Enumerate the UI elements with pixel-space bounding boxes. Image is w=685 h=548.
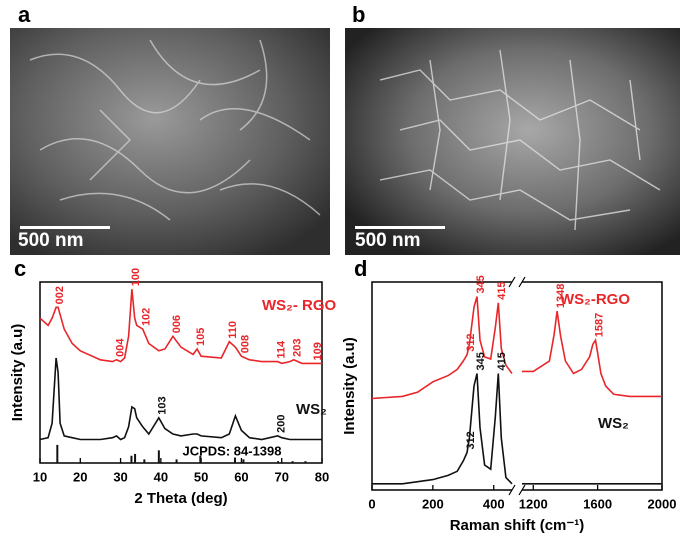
series-line [372,373,662,485]
x-tick-label: 70 [274,469,288,484]
axis-break-mark [508,276,526,288]
x-tick-label: 2000 [648,496,677,511]
peak-label: 008 [239,335,251,353]
panel-label: a [18,2,31,27]
peak-label: 415 [496,281,508,299]
peak-label: 345 [475,352,487,370]
peak-label: 102 [141,308,153,326]
peak-label: 200 [276,414,288,432]
x-tick-label: 40 [154,469,168,484]
x-axis-label: 2 Theta (deg) [134,490,227,507]
series-label: WS₂- RGO [262,297,336,314]
x-tick-label: 60 [234,469,248,484]
x-tick-label: 1200 [519,496,548,511]
x-tick-label: 20 [73,469,87,484]
peak-label: 109 [312,342,324,360]
panel-label: c [14,256,26,281]
scale-bar-label: 500 nm [18,230,83,251]
peak-label: 004 [114,338,126,357]
peak-label: 1348 [555,284,567,308]
sem-image-a [10,28,330,255]
peak-label: 312 [465,333,477,351]
axis-break-gap [512,278,522,286]
peak-label: 345 [475,275,487,293]
x-tick-label: 50 [194,469,208,484]
series-label: WS₂-RGO [560,291,630,308]
x-tick-label: 1600 [583,496,612,511]
y-axis-label: Intensity (a.u) [9,324,26,422]
series-label: WS₂ [296,401,327,418]
peak-label: 103 [157,396,169,414]
x-tick-label: 30 [113,469,127,484]
reference-label: JCPDS: 84-1398 [183,443,282,458]
axis-break-gap [512,486,522,494]
plot-frame [371,281,663,491]
series-line [39,357,322,441]
x-tick-label: 10 [33,469,47,484]
peak-label: 100 [130,268,142,286]
peak-label: 002 [54,286,66,304]
scale-bar-label: 500 nm [355,230,420,251]
plot-frame [39,281,323,464]
peak-label: 415 [496,352,508,370]
x-axis-label: Raman shift (cm⁻¹) [450,517,585,534]
panel-label: d [354,256,367,281]
x-tick-label: 400 [483,496,505,511]
y-axis-label: Intensity (a.u) [341,337,358,435]
peak-label: 006 [171,315,183,333]
x-tick-label: 200 [422,496,444,511]
panel-label: b [352,2,365,27]
peak-label: 105 [195,328,207,346]
peak-label: 203 [292,338,304,356]
x-tick-label: 0 [368,496,375,511]
sem-image-b [345,28,680,255]
peak-label: 110 [227,321,239,339]
peak-label: 114 [276,340,288,359]
peak-label: 312 [465,431,477,449]
axis-break-mark [508,484,526,496]
series-label: WS₂ [598,415,629,432]
x-tick-label: 80 [315,469,329,484]
series-line [39,289,322,365]
series-line [371,296,662,400]
peak-label: 1587 [593,313,605,337]
